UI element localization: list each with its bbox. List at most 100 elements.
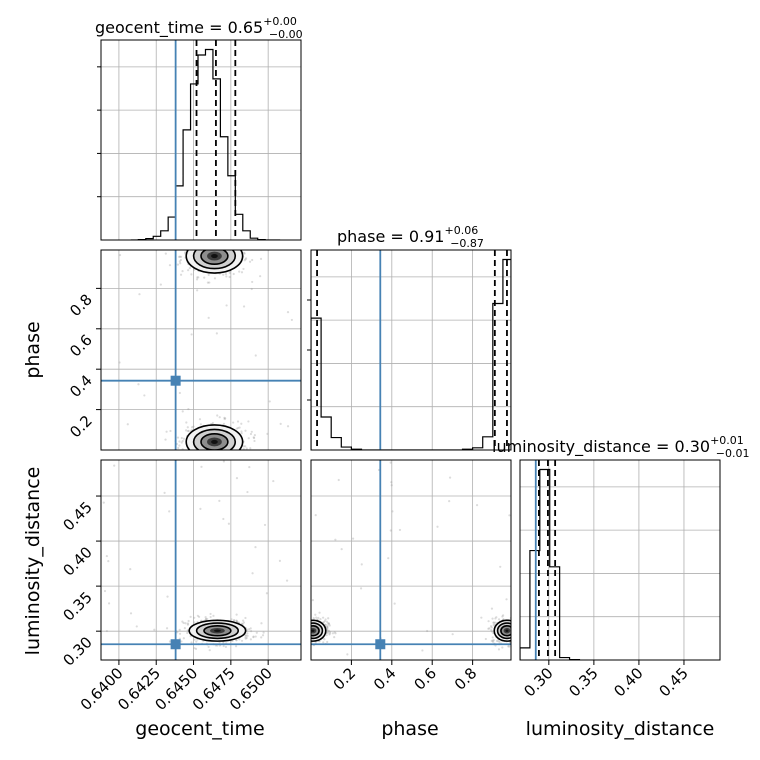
scatter-panel-geocent-time-vs-phase-sample-point (218, 452, 220, 454)
scatter-panel-geocent-time-vs-phase-sample-point (206, 238, 208, 240)
scatter-panel-phase-vs-luminosity-distance-sample-point (527, 643, 529, 645)
scatter-panel-phase-vs-luminosity-distance-sample-point (308, 634, 310, 636)
scatter-panel-phase-vs-luminosity-distance-sample-point (304, 623, 306, 625)
scatter-panel-phase-vs-luminosity-distance-sample-point (304, 629, 306, 631)
scatter-panel-geocent-time-vs-phase-outlier-point (187, 407, 190, 411)
scatter-panel-geocent-time-vs-phase-sample-point (248, 237, 250, 239)
scatter-panel-geocent-time-vs-phase-sample-point (211, 456, 213, 458)
scatter-panel-geocent-time-vs-phase-sample-point (217, 458, 219, 460)
scatter-panel-geocent-time-vs-phase-sample-point (195, 247, 197, 249)
scatter-panel-phase-vs-luminosity-distance-sample-point (512, 631, 514, 633)
scatter-panel-geocent-time-vs-phase-sample-point (172, 453, 174, 455)
xlabel-phase: phase (381, 718, 438, 740)
scatter-panel-phase-vs-luminosity-distance-sample-point (514, 622, 516, 624)
scatter-panel-geocent-time-vs-luminosity-distance-sample-point (254, 635, 257, 638)
scatter-panel-geocent-time-vs-luminosity-distance-sample-point (207, 645, 210, 649)
scatter-panel-geocent-time-vs-phase-sample-point (181, 439, 184, 443)
scatter-panel-phase-vs-luminosity-distance-sample-point (306, 624, 308, 626)
scatter-panel-geocent-time-vs-phase-sample-point (230, 455, 232, 457)
scatter-panel-geocent-time-vs-phase-sample-point (248, 260, 252, 263)
scatter-panel-phase-vs-luminosity-distance-sample-point (307, 623, 309, 625)
scatter-panel-geocent-time-vs-phase-sample-point (187, 240, 189, 242)
scatter-panel-phase-vs-luminosity-distance-outlier-point (351, 537, 355, 540)
scatter-panel-phase-vs-luminosity-distance-sample-point (517, 628, 519, 630)
scatter-panel-phase-vs-luminosity-distance-outlier-point (505, 598, 508, 601)
scatter-panel-phase-vs-luminosity-distance-sample-point (490, 630, 494, 633)
scatter-panel-phase-vs-luminosity-distance-sample-point (306, 635, 308, 637)
scatter-panel-geocent-time-vs-luminosity-distance-sample-point (193, 621, 196, 624)
scatter-panel-geocent-time-vs-luminosity-distance-sample-point (153, 628, 156, 631)
scatter-panel-geocent-time-vs-phase-truth-marker (170, 375, 181, 386)
scatter-panel-geocent-time-vs-luminosity-distance (100, 459, 302, 661)
scatter-panel-geocent-time-vs-phase-sample-point (195, 278, 199, 281)
scatter-panel-phase-vs-luminosity-distance-sample-point (308, 634, 310, 636)
scatter-panel-phase-vs-luminosity-distance-sample-point (515, 639, 517, 641)
scatter-panel-phase-vs-luminosity-distance-sample-point (304, 627, 306, 629)
scatter-panel-phase-vs-luminosity-distance-sample-point (516, 626, 518, 628)
scatter-panel-phase-vs-luminosity-distance-sample-point (512, 621, 514, 623)
scatter-panel-geocent-time-vs-phase-sample-point (212, 454, 214, 456)
scatter-panel-geocent-time-vs-phase-sample-point (165, 430, 168, 433)
scatter-panel-geocent-time-vs-phase-sample-point (202, 453, 204, 455)
scatter-panel-phase-vs-luminosity-distance-sample-point (522, 631, 524, 633)
scatter-panel-geocent-time-vs-phase-sample-point (203, 235, 205, 237)
scatter-panel-phase-vs-luminosity-distance-sample-point (303, 635, 305, 637)
scatter-panel-phase-vs-luminosity-distance-sample-point (325, 634, 328, 637)
scatter-panel-geocent-time-vs-phase-sample-point (210, 453, 212, 455)
scatter-panel-geocent-time-vs-phase-sample-point (206, 245, 208, 247)
scatter-panel-geocent-time-vs-phase-outlier-point (178, 391, 181, 395)
scatter-panel-geocent-time-vs-luminosity-distance-sample-point (178, 628, 181, 631)
scatter-panel-phase-vs-luminosity-distance-sample-point (303, 632, 305, 634)
scatter-panel-phase-vs-luminosity-distance-sample-point (323, 619, 326, 623)
scatter-panel-phase-vs-luminosity-distance-sample-point (304, 625, 306, 627)
scatter-panel-phase-vs-luminosity-distance-sample-point (333, 631, 336, 634)
hist-panel-phase-grid (351, 250, 474, 450)
scatter-panel-geocent-time-vs-phase-sample-point (243, 246, 245, 248)
scatter-panel-geocent-time-vs-luminosity-distance-outlier-point (113, 464, 116, 467)
scatter-panel-geocent-time-vs-phase-sample-point (229, 455, 231, 457)
scatter-panel-geocent-time-vs-phase-sample-point (219, 453, 221, 455)
scatter-panel-geocent-time-vs-phase-sample-point (200, 247, 202, 249)
scatter-panel-geocent-time-vs-phase-sample-point (219, 246, 221, 248)
scatter-panel-phase-vs-luminosity-distance-outlier-point (360, 563, 363, 566)
scatter-panel-geocent-time-vs-phase-outlier-point (138, 293, 141, 296)
scatter-panel-phase-vs-luminosity-distance-sample-point (301, 630, 303, 632)
scatter-panel-geocent-time-vs-phase-sample-point (220, 452, 222, 454)
scatter-panel-geocent-time-vs-phase-sample-point (228, 242, 230, 244)
scatter-panel-geocent-time-vs-luminosity-distance-sample-point (208, 649, 211, 652)
scatter-panel-phase-vs-luminosity-distance-sample-point (306, 620, 308, 622)
scatter-panel-phase-vs-luminosity-distance-sample-point (302, 632, 304, 634)
scatter-panel-phase-vs-luminosity-distance-sample-point (516, 633, 518, 635)
scatter-panel-geocent-time-vs-luminosity-distance-samples (102, 460, 289, 652)
scatter-panel-phase-vs-luminosity-distance-sample-point (308, 627, 310, 629)
scatter-panel-geocent-time-vs-phase-content (101, 235, 301, 467)
scatter-panel-geocent-time-vs-phase-outlier-point (215, 332, 218, 335)
scatter-panel-geocent-time-vs-luminosity-distance-sample-point (204, 617, 208, 620)
scatter-panel-phase-vs-luminosity-distance-grid (311, 460, 511, 660)
scatter-panel-phase-vs-luminosity-distance-sample-point (302, 639, 304, 641)
ytick-label-phase: 0.4 (66, 371, 96, 401)
scatter-panel-phase-vs-luminosity-distance-sample-point (307, 632, 309, 634)
scatter-panel-geocent-time-vs-phase-sample-point (224, 246, 226, 248)
scatter-panel-geocent-time-vs-phase-sample-point (213, 243, 215, 245)
scatter-panel-geocent-time-vs-luminosity-distance-sample-point (248, 628, 251, 631)
scatter-panel-phase-vs-luminosity-distance-truth-marker (375, 639, 386, 650)
scatter-panel-geocent-time-vs-phase-sample-point (228, 450, 230, 452)
scatter-panel-geocent-time-vs-phase-sample-point (201, 243, 203, 245)
scatter-panel-phase-vs-luminosity-distance-sample-point (293, 635, 295, 637)
scatter-panel-geocent-time-vs-luminosity-distance-sample-point (186, 629, 189, 632)
scatter-panel-geocent-time-vs-luminosity-distance-sample-point (235, 639, 238, 642)
scatter-panel-phase-vs-luminosity-distance-sample-point (514, 641, 516, 643)
scatter-panel-geocent-time-vs-phase-sample-point (177, 446, 180, 450)
scatter-panel-geocent-time-vs-phase-sample-point (213, 246, 215, 248)
scatter-panel-geocent-time-vs-phase-sample-point (193, 268, 196, 271)
scatter-panel-phase-vs-luminosity-distance-sample-point (326, 622, 330, 625)
scatter-panel-geocent-time-vs-luminosity-distance-sample-point (244, 616, 247, 620)
scatter-panel-phase-vs-luminosity-distance-sample-point (309, 621, 311, 623)
scatter-panel-phase-vs-luminosity-distance-sample-point (513, 628, 515, 630)
scatter-panel-phase-vs-luminosity-distance-sample-point (307, 626, 309, 628)
scatter-panel-geocent-time-vs-phase-sample-point (214, 465, 216, 467)
scatter-panel-geocent-time-vs-phase (100, 235, 302, 467)
scatter-panel-phase-vs-luminosity-distance-sample-point (516, 632, 518, 634)
scatter-panel-phase-vs-luminosity-distance-sample-point (512, 634, 514, 636)
